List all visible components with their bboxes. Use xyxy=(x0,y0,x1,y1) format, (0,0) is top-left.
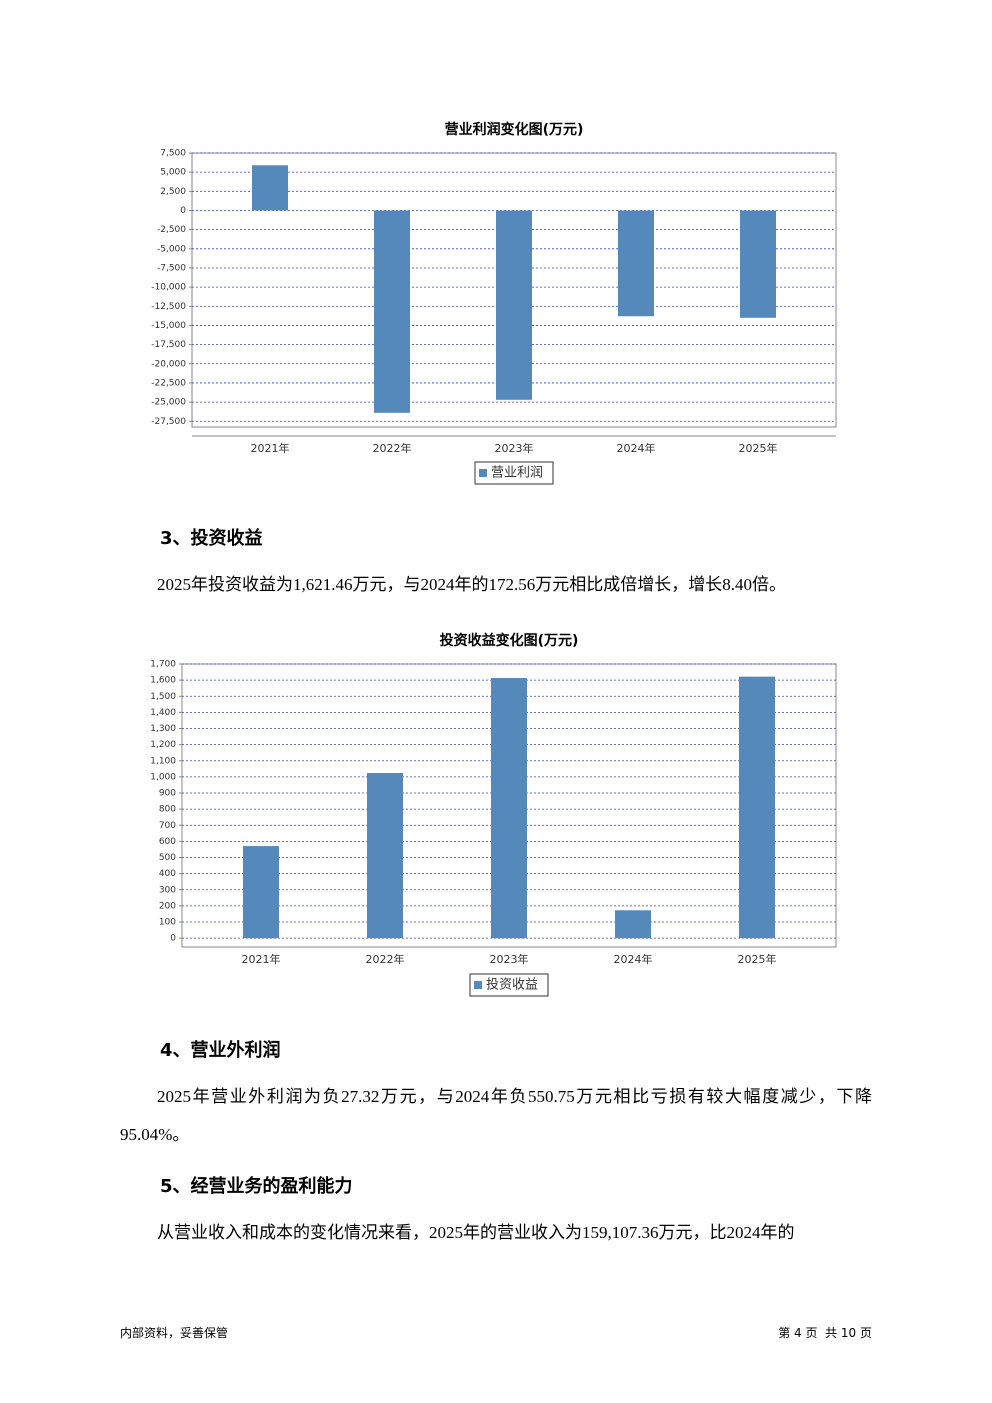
x-tick-label: 2025年 xyxy=(738,952,777,966)
y-tick-label: -22,500 xyxy=(151,378,186,388)
y-tick-label: 1,000 xyxy=(150,772,176,782)
y-tick-label: -12,500 xyxy=(151,302,186,312)
y-tick-label: -7,500 xyxy=(157,263,186,273)
y-tick-label: 1,200 xyxy=(150,740,176,750)
y-tick-label: -20,000 xyxy=(151,359,186,369)
paragraph: 2025年投资收益为1,621.46万元，与2024年的172.56万元相比成倍… xyxy=(157,575,786,594)
y-tick-label: 5,000 xyxy=(160,168,186,178)
y-tick-label: 700 xyxy=(159,821,176,831)
bar xyxy=(374,210,410,413)
legend-swatch xyxy=(479,469,487,477)
y-tick-label: 800 xyxy=(159,805,176,815)
chart-title: 投资收益变化图(万元) xyxy=(440,632,579,649)
paragraph: 从营业收入和成本的变化情况来看，2025年的营业收入为159,107.36万元，… xyxy=(157,1223,795,1242)
y-tick-label: 0 xyxy=(170,934,176,944)
legend-swatch xyxy=(474,981,482,989)
paragraph: 2025年营业外利润为负27.32万元，与2024年负550.75万元相比亏损有… xyxy=(120,1087,872,1144)
bar xyxy=(740,210,776,318)
y-tick-label: 1,600 xyxy=(150,676,176,686)
y-tick-label: -10,000 xyxy=(151,283,186,293)
y-tick-label: -25,000 xyxy=(151,398,186,408)
x-tick-label: 2024年 xyxy=(614,952,653,966)
x-tick-label: 2025年 xyxy=(739,441,778,455)
y-tick-label: 1,700 xyxy=(150,660,176,670)
y-tick-label: 1,500 xyxy=(150,692,176,702)
y-tick-label: -2,500 xyxy=(157,225,186,235)
y-tick-label: -17,500 xyxy=(151,340,186,350)
bar xyxy=(615,910,651,939)
chart-title: 营业利润变化图(万元) xyxy=(445,121,584,138)
bar xyxy=(739,676,775,939)
x-tick-label: 2024年 xyxy=(617,441,656,455)
bar xyxy=(618,210,654,317)
y-tick-label: 1,400 xyxy=(150,708,176,718)
y-tick-label: 100 xyxy=(159,918,176,928)
y-tick-label: 1,100 xyxy=(150,756,176,766)
y-tick-label: 500 xyxy=(159,853,176,863)
section-heading: 3、投资收益 xyxy=(160,528,263,549)
bar xyxy=(491,678,527,939)
x-tick-label: 2022年 xyxy=(366,952,405,966)
footer-left: 内部资料，妥善保管 xyxy=(120,1326,229,1340)
section-heading: 4、营业外利润 xyxy=(160,1040,281,1061)
bar xyxy=(367,773,403,939)
x-tick-label: 2023年 xyxy=(495,441,534,455)
y-tick-label: 600 xyxy=(159,837,176,847)
y-tick-label: 1,300 xyxy=(150,724,176,734)
x-tick-label: 2023年 xyxy=(490,952,529,966)
bar xyxy=(243,846,279,939)
legend-label: 投资收益 xyxy=(486,977,538,993)
y-tick-label: 2,500 xyxy=(160,187,186,197)
y-tick-label: 300 xyxy=(159,885,176,895)
bar xyxy=(252,165,288,211)
legend-label: 营业利润 xyxy=(491,466,543,481)
y-tick-label: -27,500 xyxy=(151,417,186,427)
y-tick-label: -15,000 xyxy=(151,321,186,331)
section-heading: 5、经营业务的盈利能力 xyxy=(160,1176,353,1197)
charts: 营业利润变化图(万元) 7,500 5,000 2,500 0 -2,500 -5,000 -… xyxy=(150,121,837,997)
bar xyxy=(496,210,532,400)
y-tick-label: 7,500 xyxy=(160,149,186,159)
footer-right: 第 4 页 共 10 页 xyxy=(778,1326,872,1340)
legend-box xyxy=(474,461,554,485)
legend-box xyxy=(469,973,549,997)
y-tick-label: 0 xyxy=(180,206,186,216)
y-tick-label: 400 xyxy=(159,869,176,879)
y-tick-label: 200 xyxy=(159,901,176,911)
x-tick-label: 2022年 xyxy=(373,441,412,455)
y-tick-label: 900 xyxy=(159,789,176,799)
x-tick-label: 2021年 xyxy=(251,441,290,455)
x-tick-label: 2021年 xyxy=(242,952,281,966)
y-tick-label: -5,000 xyxy=(157,244,186,254)
